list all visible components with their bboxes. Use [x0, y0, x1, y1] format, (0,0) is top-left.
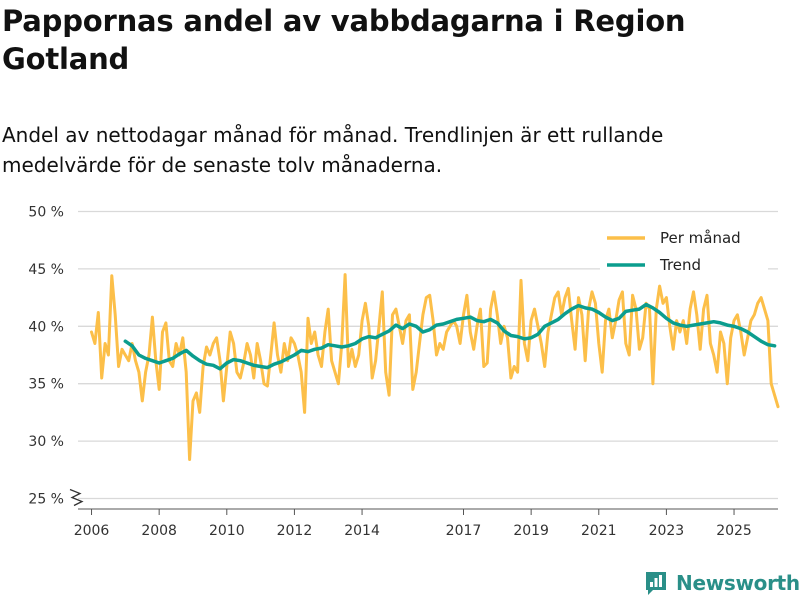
x-tick-label: 2025	[716, 523, 752, 539]
y-tick-label: 50 %	[28, 204, 64, 220]
newsworthy-chart-icon	[646, 572, 666, 595]
x-tick-label: 2012	[277, 523, 313, 539]
x-tick-label: 2021	[581, 523, 617, 539]
x-tick-label: 2008	[141, 523, 177, 539]
legend-label: Trend	[659, 256, 701, 274]
y-tick-label: 25 %	[28, 492, 64, 508]
series-line-trend	[123, 302, 777, 371]
x-tick-label: 2014	[344, 523, 380, 539]
y-tick-label: 30 %	[28, 434, 64, 450]
chart-title: Pappornas andel av vabbdagarna i Region …	[2, 4, 686, 76]
x-tick-label: 2010	[209, 523, 245, 539]
legend-label: Per månad	[660, 229, 741, 247]
newsworthy-wordmark: Newsworthy	[676, 571, 800, 595]
x-tick-label: 2017	[446, 523, 482, 539]
y-tick-label: 35 %	[28, 377, 64, 393]
legend-box	[600, 222, 768, 280]
y-axis-break-icon	[69, 488, 84, 507]
series-line-per-manad	[90, 273, 780, 461]
x-tick-label: 2006	[74, 523, 110, 539]
y-tick-label: 45 %	[28, 262, 64, 278]
y-tick-label: 40 %	[28, 319, 64, 335]
x-tick-label: 2019	[513, 523, 549, 539]
chart-subtitle: Andel av nettodagar månad för månad. Tre…	[2, 123, 664, 177]
newsworthy-logo: Newsworthy	[644, 568, 800, 598]
line-chart: 25 % 30 % 35 % 40 % 45 % 50 % 2006 2008 2010 2012…	[28, 204, 780, 539]
x-tick-label: 2023	[649, 523, 685, 539]
